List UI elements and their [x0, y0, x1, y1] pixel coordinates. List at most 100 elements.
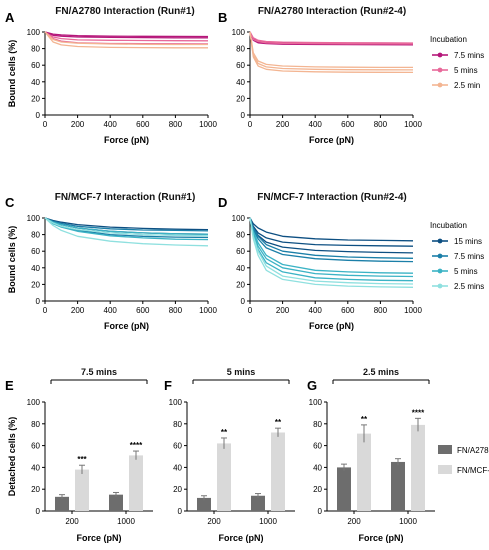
panel-letter: G	[307, 378, 317, 393]
x-tick-label: 200	[71, 306, 85, 315]
y-tick-label: 20	[31, 280, 40, 289]
x-tick-label: 600	[136, 120, 150, 129]
bar	[197, 497, 211, 511]
panel-c: C FN/MCF-7 Interaction (Run#1) 0 20 40 60 80 10…	[5, 192, 217, 331]
y-tick-label: 40	[31, 463, 40, 472]
y-tick-label: 100	[232, 28, 246, 37]
y-tick-label: 80	[236, 231, 245, 240]
x-tick-label: 800	[374, 306, 388, 315]
y-tick-label: 20	[313, 485, 322, 494]
bar	[217, 443, 231, 511]
x-tick-label: 800	[374, 120, 388, 129]
y-tick-label: 60	[31, 247, 40, 256]
x-axis-label: Force (pN)	[309, 321, 354, 331]
panel-d: D FN/MCF-7 Interaction (Run#2-4) 0 20 40 60 80…	[218, 192, 422, 331]
series-line	[44, 217, 209, 232]
series-line	[249, 217, 414, 285]
x-tick-label: 200	[347, 517, 361, 526]
legend-label: FN/MCF-7	[457, 466, 489, 475]
panel-title: FN/MCF-7 Interaction (Run#1)	[55, 192, 196, 203]
x-tick-label: 1000	[259, 517, 277, 526]
x-axis-label: Force (pN)	[104, 321, 149, 331]
bar	[55, 496, 69, 511]
x-tick-label: 0	[43, 306, 48, 315]
legend-label: 2.5 mins	[454, 282, 484, 291]
series-line	[44, 217, 209, 235]
significance-marker: ****	[130, 441, 143, 450]
y-tick-label: 20	[236, 94, 245, 103]
x-tick-label: 200	[65, 517, 79, 526]
y-tick-label: 40	[173, 463, 182, 472]
series-line	[44, 217, 209, 241]
legend-label: FN/A2780	[457, 446, 489, 455]
y-tick-label: 60	[236, 61, 245, 70]
bar	[129, 455, 143, 511]
series-line	[249, 217, 414, 263]
series-line	[249, 217, 414, 259]
panel-title: 7.5 mins	[81, 367, 117, 377]
y-tick-label: 80	[313, 420, 322, 429]
x-tick-label: 200	[207, 517, 221, 526]
panel-b: B FN/A2780 Interaction (Run#2-4) 0 20 40 60 80…	[218, 6, 422, 145]
y-tick-label: 80	[236, 45, 245, 54]
legend-label: 2.5 min	[454, 81, 480, 90]
y-tick-label: 100	[27, 214, 41, 223]
x-tick-label: 1000	[404, 306, 422, 315]
legend-label: 5 mins	[454, 66, 478, 75]
series-line	[249, 217, 414, 274]
y-tick-label: 40	[313, 463, 322, 472]
bar	[411, 424, 425, 511]
series-line	[249, 31, 414, 46]
x-tick-label: 200	[276, 306, 290, 315]
panel-a: A FN/A2780 Interaction (Run#1) 0 20 40 60 80 10…	[5, 6, 217, 145]
legend-swatch-marker	[437, 238, 443, 244]
series-line	[44, 217, 209, 231]
x-tick-label: 0	[248, 120, 253, 129]
significance-marker: **	[361, 415, 368, 424]
series-line	[249, 31, 414, 71]
y-tick-label: 0	[241, 111, 246, 120]
bar	[357, 433, 371, 511]
legend-swatch-marker	[437, 67, 443, 73]
series-line	[249, 217, 414, 288]
y-tick-label: 60	[236, 247, 245, 256]
y-axis-label: Bound cells (%)	[7, 226, 17, 294]
x-tick-label: 600	[341, 120, 355, 129]
y-tick-label: 60	[31, 442, 40, 451]
x-tick-label: 800	[169, 120, 183, 129]
legend-swatch-marker	[437, 52, 443, 58]
panel-letter: E	[5, 378, 14, 393]
y-tick-label: 0	[36, 297, 41, 306]
x-tick-label: 400	[104, 120, 118, 129]
legend-swatch-marker	[437, 82, 443, 88]
panel-f: F 5 mins 0 20 40 60 80 100 ** 200 ** 1000 Force (pN)	[164, 367, 295, 543]
bar	[271, 432, 285, 511]
y-tick-label: 20	[31, 485, 40, 494]
y-tick-label: 100	[27, 28, 41, 37]
y-tick-label: 0	[36, 507, 41, 516]
x-tick-label: 400	[309, 306, 323, 315]
x-tick-label: 600	[136, 306, 150, 315]
y-tick-label: 40	[31, 78, 40, 87]
panel-title: FN/MCF-7 Interaction (Run#2-4)	[257, 192, 406, 203]
series-line	[249, 31, 414, 45]
x-tick-label: 400	[309, 120, 323, 129]
bar	[337, 467, 351, 511]
y-tick-label: 0	[36, 111, 41, 120]
x-axis-label: Force (pN)	[309, 135, 354, 145]
y-tick-label: 80	[31, 45, 40, 54]
x-tick-label: 0	[43, 120, 48, 129]
series-line	[44, 31, 208, 39]
y-tick-label: 60	[31, 61, 40, 70]
y-tick-label: 80	[173, 420, 182, 429]
panel-letter: C	[5, 195, 15, 210]
x-tick-label: 1000	[399, 517, 417, 526]
x-tick-label: 1000	[199, 120, 217, 129]
y-tick-label: 20	[31, 94, 40, 103]
x-axis-label: Force (pN)	[104, 135, 149, 145]
bar	[391, 461, 405, 511]
legend-title: Incubation	[430, 35, 467, 44]
y-axis-label: Bound cells (%)	[7, 40, 17, 108]
y-tick-label: 100	[169, 398, 183, 407]
y-tick-label: 40	[236, 264, 245, 273]
